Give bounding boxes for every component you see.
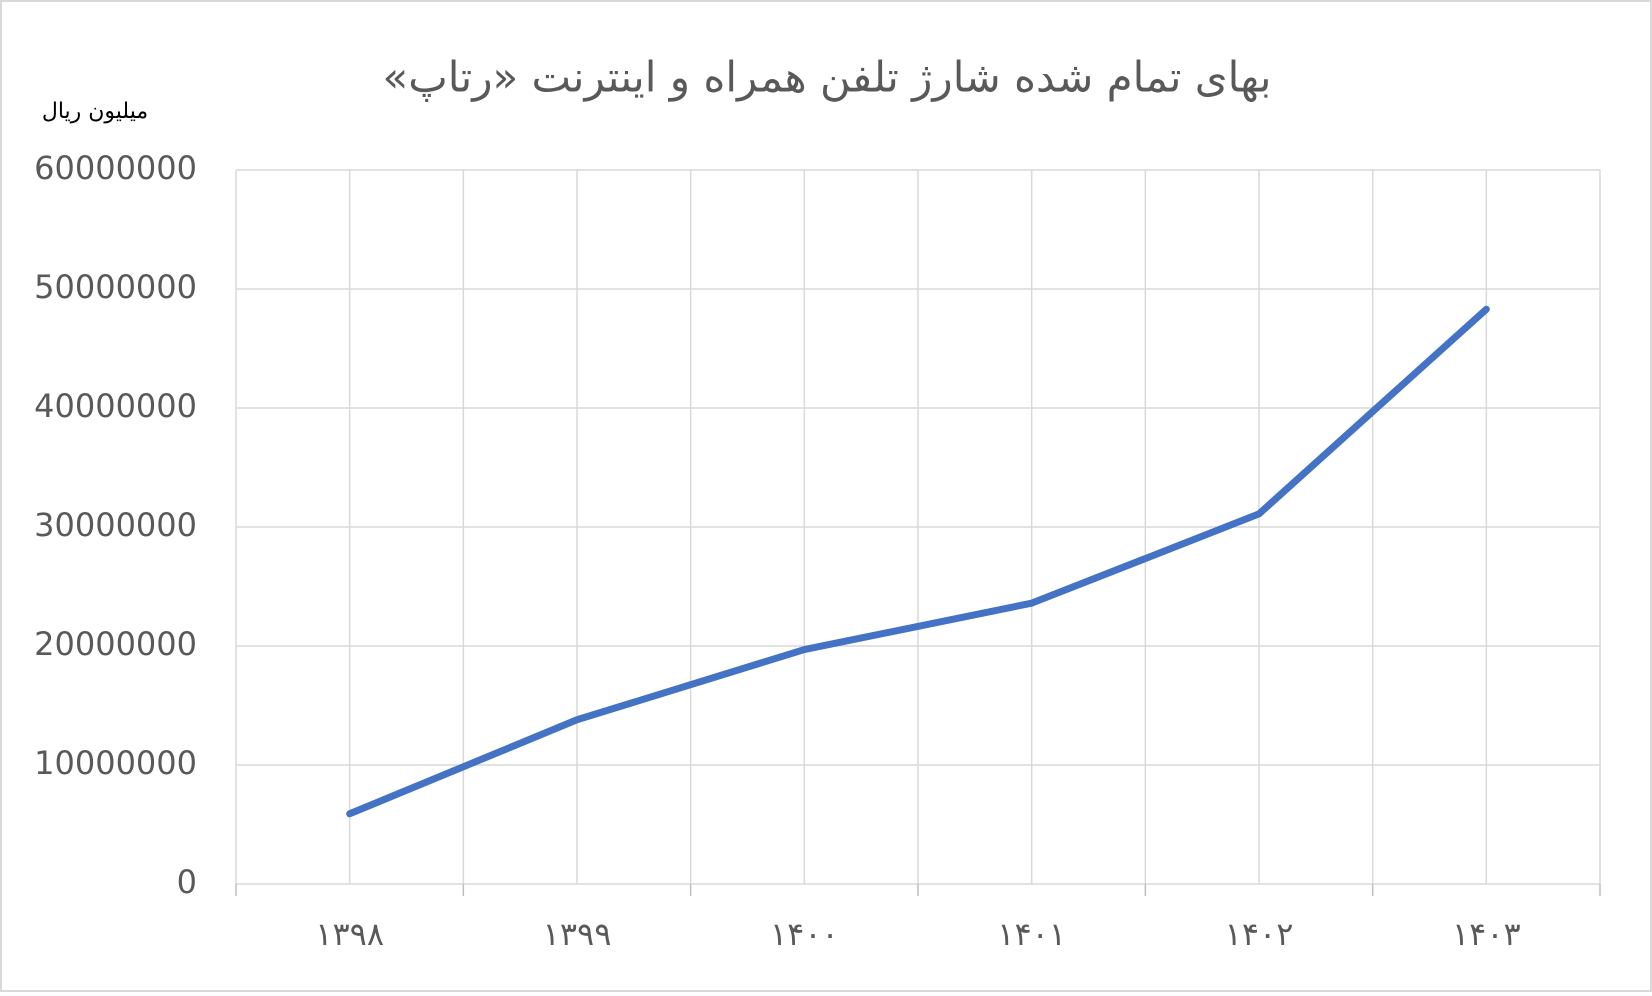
- x-tick-label: ۱۴۰۲: [1225, 915, 1294, 953]
- y-tick-label: 30000000: [34, 506, 197, 544]
- x-tick-label: ۱۴۰۰: [770, 915, 839, 953]
- y-tick-label: 10000000: [34, 744, 197, 782]
- x-tick-label: ۱۳۹۹: [543, 915, 612, 953]
- y-tick-label: 40000000: [34, 387, 197, 425]
- x-tick-label: ۱۳۹۸: [315, 915, 384, 953]
- y-axis-label: میلیون ریال: [42, 99, 148, 124]
- x-tick-label: ۱۴۰۱: [997, 915, 1066, 953]
- chart-title: بهای تمام شده شارژ تلفن همراه و اینترنت …: [383, 53, 1272, 103]
- line: [346, 305, 1490, 818]
- x-tick-label: ۱۴۰۳: [1452, 915, 1521, 953]
- y-tick-label: 0: [177, 863, 197, 901]
- y-tick-label: 20000000: [34, 625, 197, 663]
- y-tick-label: 60000000: [34, 149, 197, 187]
- y-tick-label: 50000000: [34, 268, 197, 306]
